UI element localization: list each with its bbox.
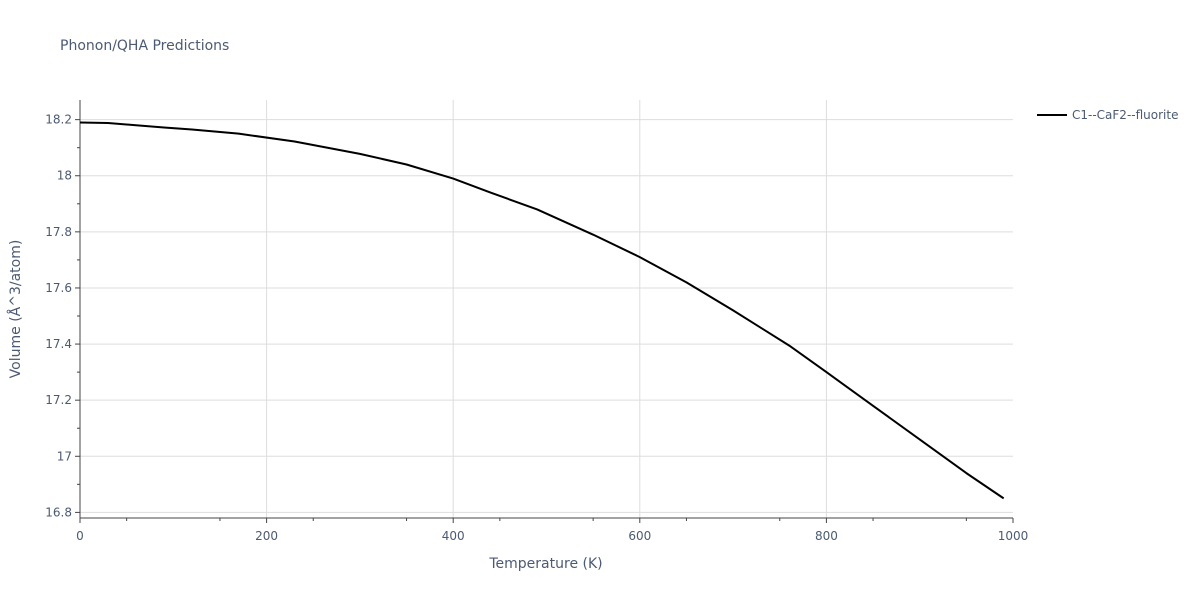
- x-tick-label: 1000: [998, 529, 1029, 543]
- y-tick-label: 17: [57, 449, 72, 463]
- legend[interactable]: C1--CaF2--fluorite: [1037, 108, 1178, 122]
- y-tick-label: 17.6: [45, 281, 72, 295]
- x-tick-label: 600: [628, 529, 651, 543]
- x-tick-label: 0: [76, 529, 84, 543]
- y-tick-label: 18: [57, 169, 72, 183]
- legend-item[interactable]: C1--CaF2--fluorite: [1037, 108, 1178, 122]
- series-layer: [79, 121, 1005, 500]
- y-tick-label: 16.8: [45, 505, 72, 519]
- y-axis-ticks: 16.8 17 17.2 17.4 17.6 17.8 18 18.2: [45, 113, 80, 519]
- chart-title: Phonon/QHA Predictions: [60, 38, 229, 54]
- legend-label: C1--CaF2--fluorite: [1072, 108, 1178, 122]
- y-tick-label: 17.8: [45, 225, 72, 239]
- x-tick-label: 400: [442, 529, 465, 543]
- x-axis-title: Temperature (K): [488, 556, 602, 572]
- y-axis-title: Volume (Å^3/atom): [7, 240, 24, 379]
- y-tick-label: 18.2: [45, 113, 72, 127]
- y-tick-label: 17.4: [45, 337, 72, 351]
- x-gridlines: [266, 100, 827, 518]
- x-tick-label: 800: [815, 529, 838, 543]
- y-tick-label: 17.2: [45, 393, 72, 407]
- x-tick-label: 200: [255, 529, 278, 543]
- x-axis-ticks: 0 200 400 600 800 1000: [76, 518, 1028, 543]
- series-line: [79, 121, 1005, 500]
- y-gridlines: [80, 119, 1013, 513]
